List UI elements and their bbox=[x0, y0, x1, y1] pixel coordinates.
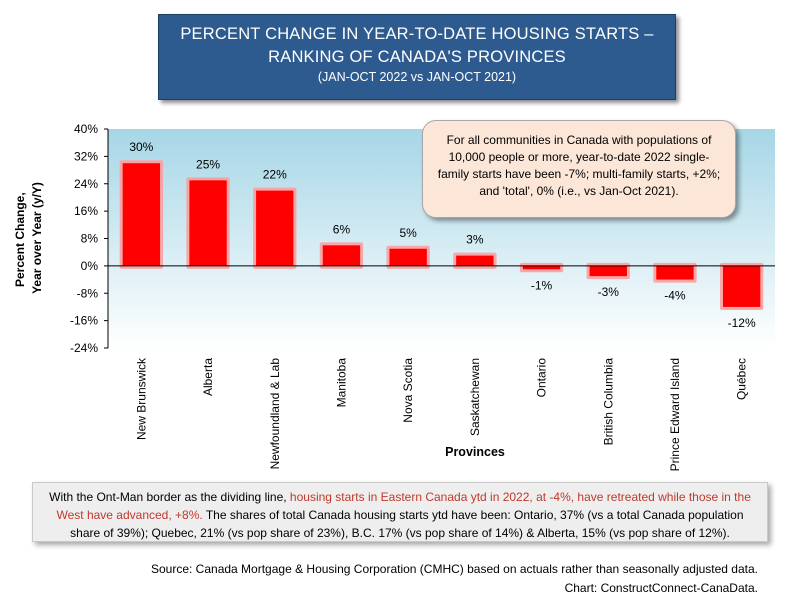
y-axis-title-line1: Percent Change, bbox=[13, 192, 27, 287]
y-axis-title-line2: Year over Year (y/Y) bbox=[30, 182, 44, 294]
x-tick-label: British Columbia bbox=[601, 358, 615, 446]
x-tick-label: Ontario bbox=[535, 358, 549, 398]
y-tick-label: -24% bbox=[70, 341, 98, 355]
y-axis-title: Percent Change, Year over Year (y/Y) bbox=[13, 182, 44, 294]
bar bbox=[122, 163, 161, 266]
x-tick-label: Alberta bbox=[201, 358, 215, 396]
y-tick-label: 16% bbox=[74, 204, 98, 218]
data-label: 22% bbox=[263, 168, 287, 182]
y-tick-label: 8% bbox=[81, 232, 99, 246]
bar-chart: 40% 32% 24% 16% 8% 0% -8% -16% -24% 30% New Bruns… bbox=[13, 122, 775, 471]
data-label: -1% bbox=[531, 278, 553, 292]
x-tick-label: Prince Edward Island bbox=[668, 358, 682, 471]
note-text-part1: With the Ont-Man border as the dividing … bbox=[49, 490, 290, 504]
data-label: 25% bbox=[196, 157, 220, 171]
chart-title-line2: RANKING OF CANADA'S PROVINCES bbox=[268, 48, 566, 66]
x-tick-label: New Brunswick bbox=[134, 357, 148, 440]
bar bbox=[722, 265, 761, 307]
bar bbox=[456, 255, 494, 266]
data-label: 6% bbox=[333, 222, 351, 236]
y-tick-label: 32% bbox=[74, 149, 98, 163]
bar bbox=[389, 248, 427, 266]
y-tick-label: 40% bbox=[74, 122, 98, 136]
bar bbox=[656, 265, 694, 280]
x-tick-label: Newfoundland & Lab bbox=[268, 358, 282, 470]
y-tick-label: -8% bbox=[77, 286, 99, 300]
bar bbox=[189, 180, 227, 266]
y-tick-label: 24% bbox=[74, 177, 98, 191]
chart-title-box: PERCENT CHANGE IN YEAR-TO-DATE HOUSING S… bbox=[158, 14, 676, 100]
x-tick-label: Québec bbox=[735, 358, 749, 400]
commentary-note: With the Ont-Man border as the dividing … bbox=[32, 482, 768, 542]
data-label: -12% bbox=[728, 316, 756, 330]
x-tick-label: Nova Scotia bbox=[401, 358, 415, 423]
source-line: Source: Canada Mortgage & Housing Corpor… bbox=[150, 562, 758, 576]
bar bbox=[522, 265, 561, 270]
data-label: 30% bbox=[129, 140, 153, 154]
x-tick-label: Manitoba bbox=[334, 358, 348, 408]
summary-callout: For all communities in Canada with popul… bbox=[422, 120, 736, 218]
data-label: -3% bbox=[598, 285, 620, 299]
x-axis-title: Provinces bbox=[445, 445, 505, 459]
note-text-part2: The shares of total Canada housing start… bbox=[70, 508, 744, 540]
y-tick-label: 0% bbox=[81, 259, 99, 273]
bar bbox=[589, 265, 627, 277]
source-credits: Source: Canada Mortgage & Housing Corpor… bbox=[58, 560, 758, 598]
data-label: 5% bbox=[399, 226, 417, 240]
chart-subtitle: (JAN-OCT 2022 vs JAN-OCT 2021) bbox=[317, 70, 517, 84]
chart-title-line1: PERCENT CHANGE IN YEAR-TO-DATE HOUSING S… bbox=[180, 25, 654, 43]
y-tick-label: -16% bbox=[70, 314, 98, 328]
data-label: 3% bbox=[466, 233, 484, 247]
note-highlight: housing starts in Eastern Canada ytd in … bbox=[56, 490, 751, 522]
bar bbox=[256, 190, 294, 266]
data-label: -4% bbox=[664, 289, 686, 303]
x-tick-label: Saskatchewan bbox=[468, 358, 482, 436]
chart-credit-line: Chart: ConstructConnect-CanaData. bbox=[564, 581, 758, 595]
bar bbox=[322, 245, 361, 266]
